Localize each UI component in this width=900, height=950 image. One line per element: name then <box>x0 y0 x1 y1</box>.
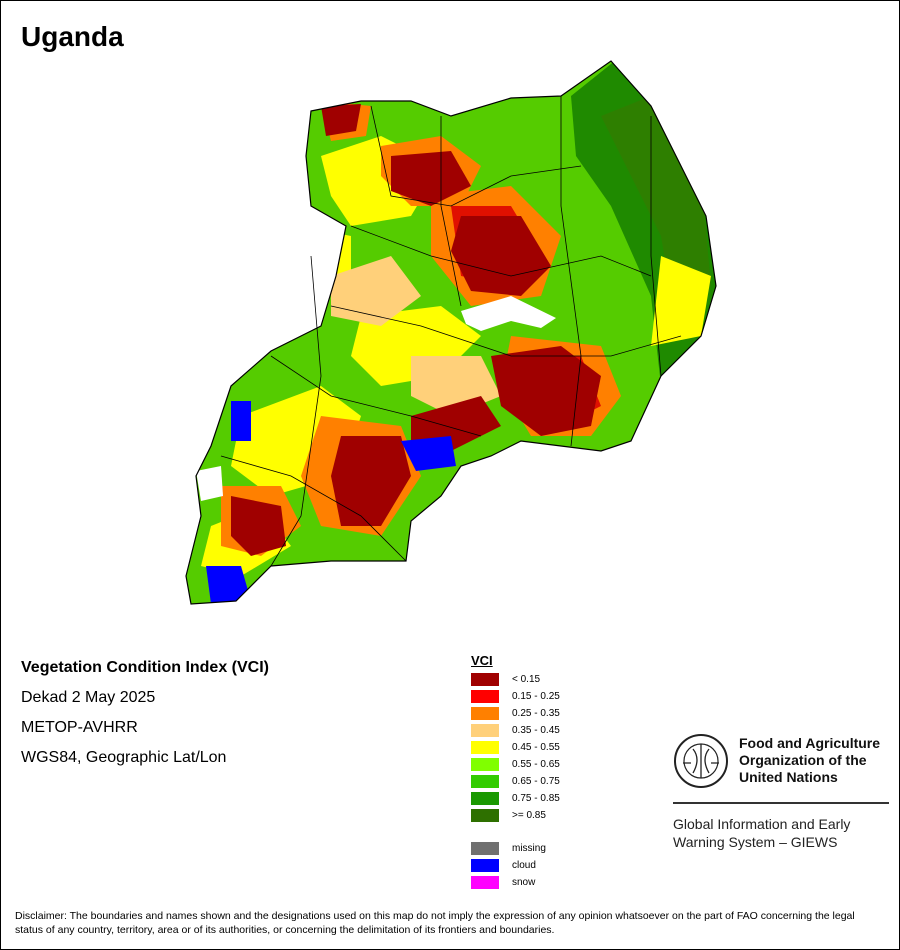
country-border <box>185 60 717 605</box>
vci-legend: VCI < 0.15 0.15 - 0.25 0.25 - 0.35 0.35 … <box>471 653 560 891</box>
legend-item: 0.25 - 0.35 <box>471 705 560 722</box>
projection-label: WGS84, Geographic Lat/Lon <box>21 749 227 766</box>
legend-swatch <box>471 809 499 822</box>
map-info: Vegetation Condition Index (VCI) Dekad 2… <box>21 657 269 777</box>
legend-swatch <box>471 859 499 872</box>
legend-swatch <box>471 876 499 889</box>
fao-logo-icon <box>674 734 728 788</box>
legend-item: < 0.15 <box>471 671 560 688</box>
legend-swatch <box>471 792 499 805</box>
legend-item: missing <box>471 840 560 857</box>
legend-item: 0.75 - 0.85 <box>471 790 560 807</box>
legend-swatch <box>471 707 499 720</box>
legend-item: 0.15 - 0.25 <box>471 688 560 705</box>
giews-name: Global Information and Early Warning Sys… <box>673 816 851 850</box>
vci-map <box>185 60 717 605</box>
legend-title: VCI <box>471 653 493 668</box>
legend-item: 0.45 - 0.55 <box>471 739 560 756</box>
legend-swatch <box>471 724 499 737</box>
period-label: Dekad 2 May 2025 <box>21 689 156 706</box>
legend-item: 0.65 - 0.75 <box>471 773 560 790</box>
legend-item: cloud <box>471 857 560 874</box>
index-name: Vegetation Condition Index (VCI) <box>21 659 269 676</box>
sensor-label: METOP-AVHRR <box>21 719 138 736</box>
vci-raster <box>186 61 716 604</box>
legend-item: snow <box>471 874 560 891</box>
legend-item: >= 0.85 <box>471 807 560 824</box>
page-title: Uganda <box>21 21 124 52</box>
legend-item: 0.55 - 0.65 <box>471 756 560 773</box>
legend-swatch <box>471 741 499 754</box>
legend-swatch <box>471 673 499 686</box>
legend-swatch <box>471 690 499 703</box>
disclaimer: Disclaimer: The boundaries and names sho… <box>15 910 855 936</box>
legend-swatch <box>471 775 499 788</box>
divider <box>673 802 889 804</box>
legend-swatch <box>471 842 499 855</box>
legend-swatch <box>471 758 499 771</box>
legend-item: 0.35 - 0.45 <box>471 722 560 739</box>
fao-name: Food and Agriculture Organization of the… <box>739 735 881 785</box>
district-boundaries <box>220 96 682 567</box>
